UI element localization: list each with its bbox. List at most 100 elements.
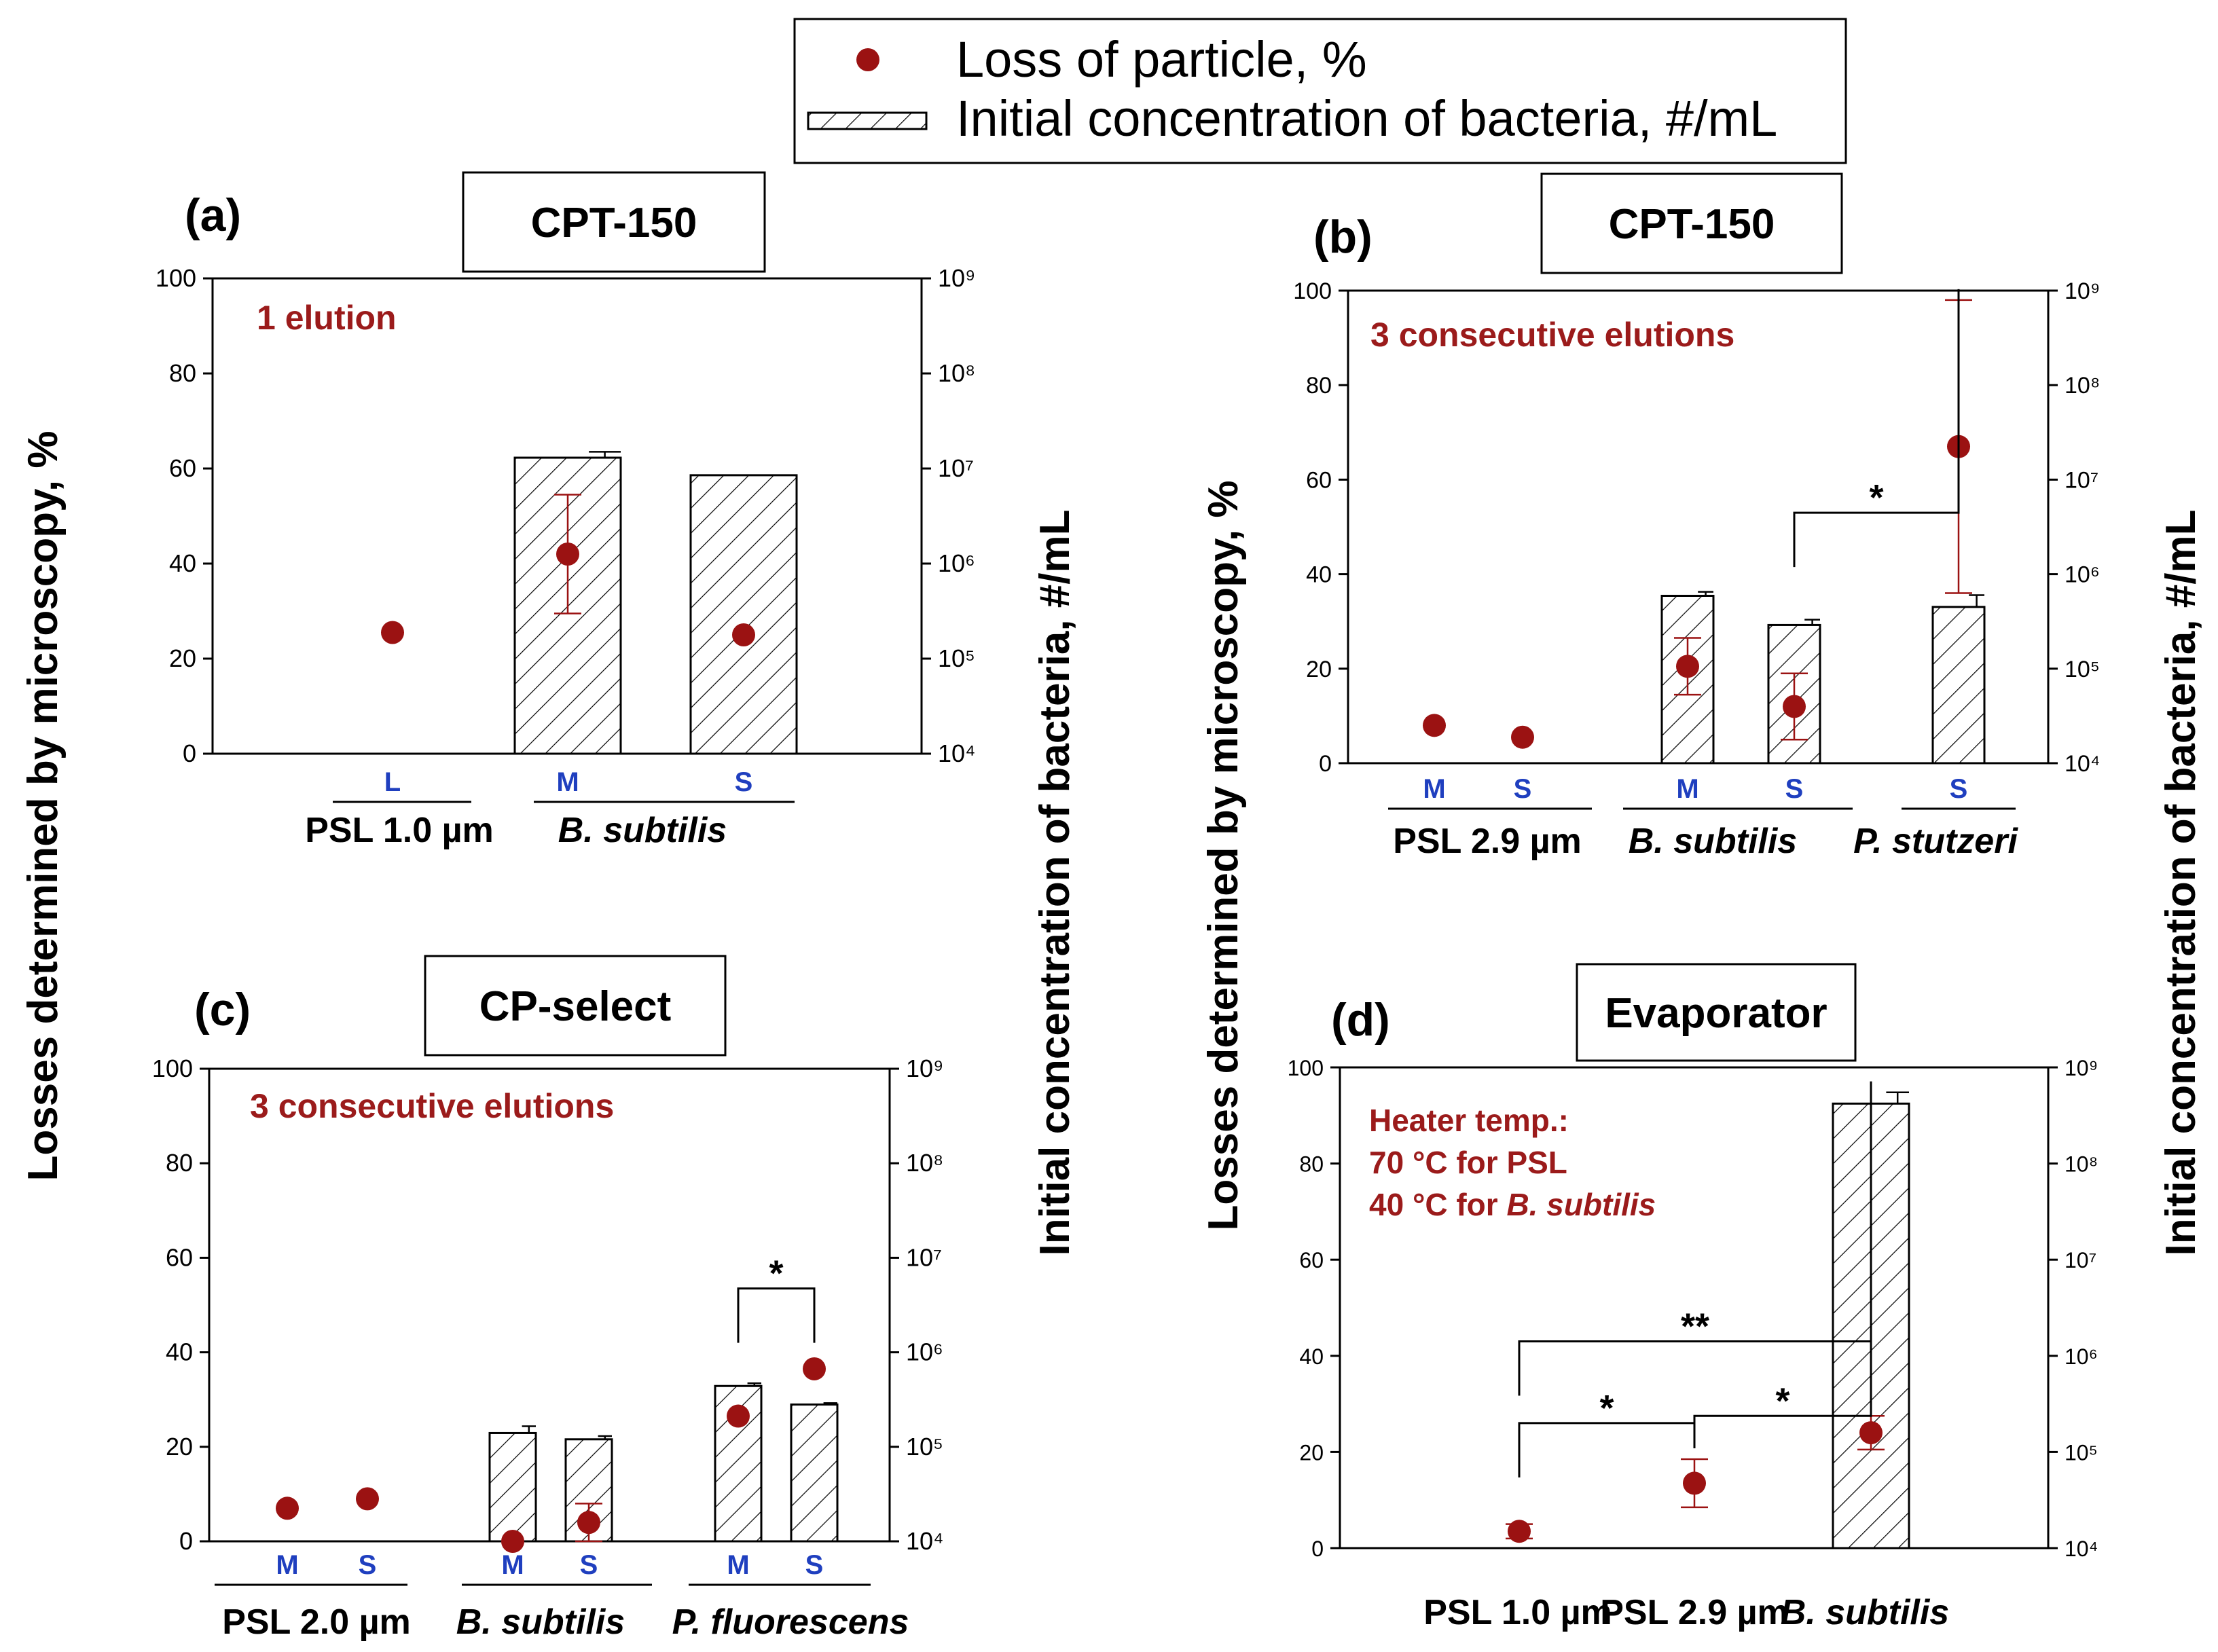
category-label: S (1514, 774, 1532, 804)
y-right-tick-label: 10⁵ (2065, 657, 2100, 682)
y-right-tick-label: 10⁸ (2065, 1152, 2098, 1177)
panel-letter: (d) (1331, 994, 1390, 1046)
y-right-tick-label: 10⁹ (2065, 1056, 2098, 1080)
y-right-tick-label: 10⁸ (938, 359, 975, 387)
instrument-box (424, 955, 727, 1057)
y-left-title-right-column: Losses determined by microscopy, % (1200, 481, 1247, 1231)
data-point (1859, 1421, 1883, 1445)
panel-c: (c) CP-select 0 20 40 60 80 100 10⁴ 10⁵ 10⁶ 10⁷ 10⁸ 1… (152, 955, 944, 1642)
category-label: S (805, 1550, 824, 1580)
instrument-box (462, 171, 766, 273)
significance-label: * (769, 1253, 783, 1294)
panel-a: (a) CPT-150 0 20 40 60 80 100 10⁴ 10⁵ 10⁶ 10⁷ 10⁸ 10⁹… (156, 171, 976, 850)
y-left-tick-label: 40 (169, 549, 196, 577)
plot-frame (208, 1067, 891, 1543)
data-point (1423, 714, 1446, 737)
data-point (276, 1497, 299, 1520)
panel-letter: (c) (194, 984, 251, 1035)
significance-bracket (737, 1287, 816, 1343)
y-right-tick-label: 10⁴ (2065, 1537, 2098, 1561)
bar (790, 1403, 839, 1543)
instrument-label: CPT-150 (1609, 201, 1775, 248)
data-point (556, 543, 579, 566)
y-right-tick-label: 10⁴ (938, 739, 976, 767)
y-right-tick-label: 10⁷ (2065, 1248, 2096, 1272)
category-label: S (580, 1550, 598, 1580)
panels: (a) CPT-150 0 20 40 60 80 100 10⁴ 10⁵ 10⁶ 10⁷ 10⁸ 10⁹… (152, 171, 2100, 1642)
category-label: S (1785, 774, 1804, 804)
group-label: P. stutzeri (1853, 822, 2018, 861)
group-label: PSL 2.9 µm (1393, 822, 1582, 861)
panel-b: (b) CPT-150 0 20 40 60 80 100 10⁴ 10⁵ 10⁶ 10⁷ 10⁸ 10⁹… (1293, 172, 2100, 861)
data-point (1783, 695, 1806, 718)
y-right-tick-label: 10⁷ (906, 1243, 942, 1271)
category-label: M (556, 767, 579, 797)
y-right-tick-label: 10⁶ (2065, 1344, 2098, 1369)
instrument-label: Evaporator (1605, 990, 1827, 1037)
category-label: S (1950, 774, 1968, 804)
panel-d: (d) Evaporator 0 20 40 60 80 100 10⁴ 10⁵ 10⁶ 10⁷ 10⁸… (1288, 963, 2098, 1632)
y-left-tick-label: 100 (1288, 1056, 1324, 1080)
y-right-title-right-column: Initial concentration of bacteria, #/mL (2158, 510, 2204, 1256)
y-left-tick-label: 80 (1306, 373, 1332, 399)
y-left-tick-label: 20 (1299, 1440, 1324, 1465)
data-point (1508, 1520, 1531, 1543)
data-point (1676, 655, 1699, 678)
category-label: M (1423, 774, 1445, 804)
instrument-label: CPT-150 (531, 200, 697, 246)
group-label: B. subtilis (456, 1602, 625, 1642)
y-right-tick-label: 10⁹ (2065, 278, 2100, 304)
data-point (356, 1487, 379, 1511)
group-label: B. subtilis (1629, 822, 1797, 861)
annotation-line: 1 elution (257, 299, 397, 337)
group-label: PSL 2.0 µm (222, 1602, 411, 1642)
annotation-line: 3 consecutive elutions (1370, 316, 1734, 354)
y-left-tick-label: 80 (166, 1149, 193, 1177)
y-left-tick-label: 40 (1306, 562, 1332, 588)
y-left-tick-label: 0 (183, 739, 196, 767)
group-label: B. subtilis (1781, 1593, 1949, 1632)
y-left-tick-label: 0 (1319, 751, 1332, 777)
y-right-tick-label: 10⁵ (906, 1433, 943, 1461)
y-right-title-left-column: Initial concentration of bacteria, #/mL (1032, 510, 1078, 1256)
category-label: M (1676, 774, 1698, 804)
y-left-tick-label: 100 (152, 1054, 193, 1082)
y-left-tick-label: 0 (179, 1527, 193, 1555)
y-right-tick-label: 10⁶ (906, 1338, 943, 1366)
instrument-label: CP-select (479, 983, 672, 1030)
y-left-tick-label: 0 (1311, 1537, 1324, 1561)
significance-label: * (1775, 1380, 1789, 1421)
y-left-tick-label: 60 (1299, 1248, 1324, 1272)
legend: Loss of particle, % Initial concentratio… (793, 18, 1847, 164)
annotation-line: 3 consecutive elutions (250, 1087, 614, 1125)
category-label: M (501, 1550, 524, 1580)
y-left-tick-label: 40 (166, 1338, 193, 1366)
panel-letter: (b) (1313, 211, 1372, 263)
y-left-tick-label: 100 (156, 264, 196, 292)
data-point (727, 1404, 750, 1428)
y-left-tick-label: 100 (1293, 278, 1332, 304)
legend-frame (793, 18, 1847, 164)
y-right-tick-label: 10⁶ (2065, 562, 2100, 588)
y-left-tick-label: 80 (1299, 1152, 1324, 1177)
y-right-tick-label: 10⁷ (2065, 467, 2098, 493)
legend-bar-swatch (807, 111, 928, 130)
y-right-tick-label: 10⁵ (2065, 1440, 2098, 1465)
significance-label: * (1599, 1388, 1614, 1429)
group-label: PSL 2.9 µm (1600, 1593, 1789, 1632)
legend-marker-label: Loss of particle, % (956, 31, 1367, 88)
y-left-tick-label: 20 (166, 1433, 193, 1461)
y-right-tick-label: 10⁵ (938, 644, 975, 672)
panel-letter: (a) (185, 189, 241, 241)
instrument-box (1576, 963, 1857, 1062)
category-label: S (359, 1550, 377, 1580)
category-label: M (276, 1550, 298, 1580)
annotation-line: 40 °C for B. subtilis (1369, 1187, 1656, 1222)
y-left-tick-label: 80 (169, 359, 196, 387)
y-right-tick-label: 10⁹ (938, 264, 975, 292)
y-left-title-left-column: Losses determined by microscopy, % (20, 431, 67, 1181)
data-point (1511, 725, 1534, 749)
bar (1931, 606, 1986, 765)
